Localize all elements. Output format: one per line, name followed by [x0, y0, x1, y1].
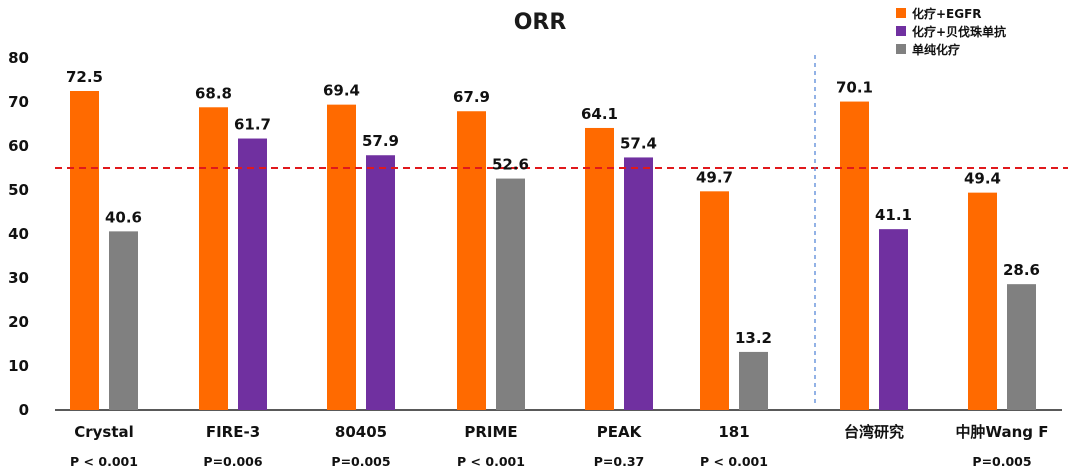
bar-value-label: 41.1 [875, 206, 912, 224]
legend-label: 单纯化疗 [912, 42, 960, 57]
bar [739, 351, 768, 410]
bar [879, 229, 908, 410]
bar [366, 155, 395, 410]
bar [1007, 284, 1036, 410]
bar-value-label: 67.9 [453, 88, 490, 106]
bar [238, 138, 267, 410]
bar [840, 101, 869, 410]
category-label: PRIME [464, 423, 517, 441]
bar [624, 157, 653, 410]
bar-value-label: 61.7 [234, 116, 271, 134]
bar [968, 192, 997, 410]
bar-value-label: 70.1 [836, 79, 873, 97]
bar-value-label: 52.6 [492, 156, 529, 174]
overlays-group [55, 55, 1068, 405]
category-label: 中肿Wang F [955, 423, 1048, 441]
legend-swatch [896, 44, 906, 54]
y-tick-label: 80 [8, 49, 29, 67]
bar [585, 127, 614, 411]
chart-title: ORR [514, 10, 567, 35]
bar [70, 91, 99, 410]
category-label: 181 [718, 423, 749, 441]
y-tick-label: 30 [8, 269, 29, 287]
y-tick-label: 50 [8, 181, 29, 199]
legend-swatch [896, 8, 906, 18]
bar-value-label: 40.6 [105, 208, 142, 226]
bar-value-label: 13.2 [735, 329, 772, 347]
bars-group [70, 91, 1036, 411]
bar-value-label: 72.5 [66, 68, 103, 86]
y-tick-label: 10 [8, 357, 29, 375]
p-value-label: P < 0.001 [457, 454, 525, 469]
bar [109, 231, 138, 410]
bar [327, 104, 356, 410]
bar-value-label: 68.8 [195, 84, 232, 102]
category-label: PEAK [597, 423, 643, 441]
legend-swatch [896, 26, 906, 36]
p-value-label: P=0.37 [594, 454, 644, 469]
bar-value-label: 57.4 [620, 134, 657, 152]
y-tick-label: 70 [8, 93, 29, 111]
bar-value-label: 64.1 [581, 105, 618, 123]
bar [199, 107, 228, 410]
y-tick-label: 60 [8, 137, 29, 155]
bar-value-label: 28.6 [1003, 261, 1040, 279]
category-label: 台湾研究 [844, 423, 904, 441]
bar [457, 111, 486, 411]
p-value-label: P < 0.001 [70, 454, 138, 469]
category-label: Crystal [74, 423, 134, 441]
bar-value-label: 49.7 [696, 168, 733, 186]
p-value-label: P=0.006 [203, 454, 262, 469]
bar-value-label: 49.4 [964, 170, 1001, 188]
labels-group: 72.5 40.6 Crystal P < 0.001 68.861.7 FIRE-3 P=… [66, 68, 1049, 469]
y-tick-label: 0 [19, 401, 29, 419]
category-label: FIRE-3 [206, 423, 260, 441]
legend-label: 化疗+贝伐珠单抗 [912, 24, 1006, 39]
p-value-label: P=0.005 [331, 454, 390, 469]
category-label: 80405 [335, 423, 387, 441]
bar [700, 191, 729, 410]
bar [496, 178, 525, 410]
bar-value-label: 57.9 [362, 132, 399, 150]
y-tick-label: 20 [8, 313, 29, 331]
y-tick-label: 40 [8, 225, 29, 243]
p-value-label: P=0.005 [972, 454, 1031, 469]
legend-label: 化疗+EGFR [912, 6, 982, 21]
p-value-label: P < 0.001 [700, 454, 768, 469]
bar-value-label: 69.4 [323, 82, 360, 100]
